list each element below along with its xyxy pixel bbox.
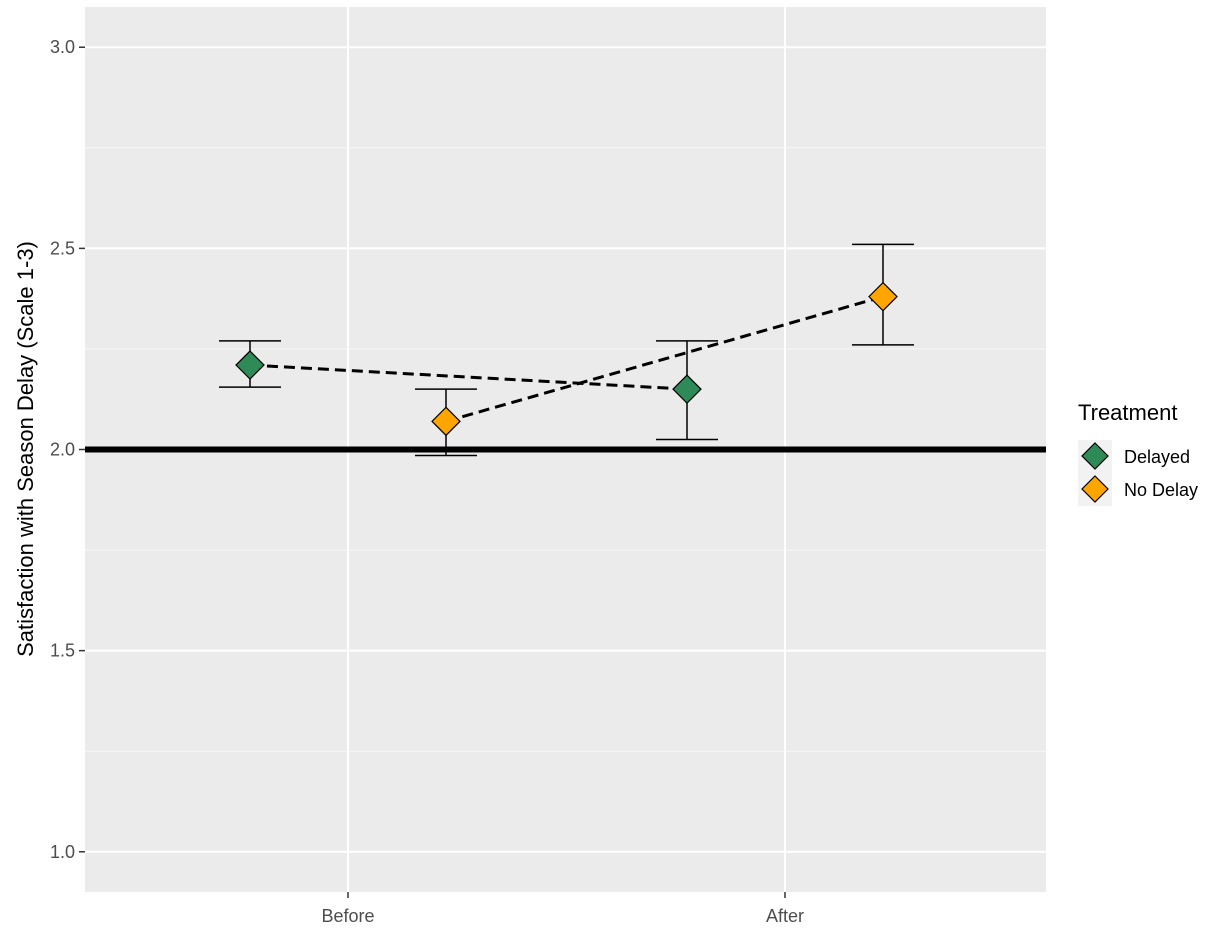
data-point [235,350,265,380]
y-tick-label: 2.0 [50,440,75,460]
legend-marker [1081,475,1109,503]
data-point [672,374,702,405]
x-tick-label: Before [321,906,374,926]
minor-gridlines [85,147,1046,752]
series-line [445,295,884,423]
x-axis: Before After [321,892,804,926]
y-tick-label: 2.5 [50,238,75,258]
y-axis: 1.0 1.5 2.0 2.5 3.0 [50,37,85,862]
x-tick-label: After [766,906,804,926]
y-tick-label: 1.5 [50,641,75,661]
y-axis-title: Satisfaction with Season Delay (Scale 1-… [13,241,38,657]
data-point [431,406,461,437]
series-lines [249,295,884,423]
series-line [249,363,688,391]
y-tick-label: 3.0 [50,37,75,57]
y-tick-label: 1.0 [50,842,75,862]
legend: Treatment Delayed No Delay [1078,400,1198,506]
data-point [868,281,898,312]
data-points [235,281,898,437]
legend-label: No Delay [1124,480,1198,500]
legend-label: Delayed [1124,447,1190,467]
legend-title: Treatment [1078,400,1177,425]
legend-marker [1081,442,1109,470]
